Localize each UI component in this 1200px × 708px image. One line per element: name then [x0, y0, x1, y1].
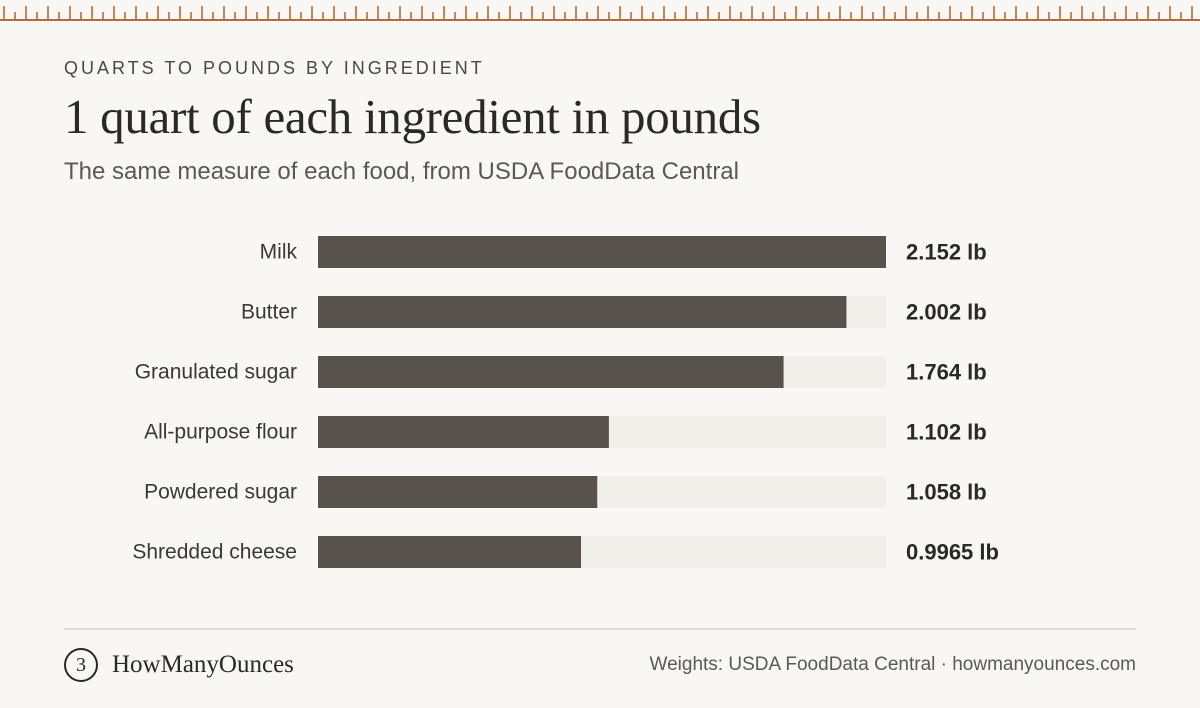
chart-subtitle: The same measure of each food, from USDA…: [64, 158, 739, 185]
bar: [318, 536, 582, 568]
bar: [318, 236, 886, 268]
bar: [318, 296, 847, 328]
footer-divider: [64, 628, 1136, 630]
bar: [318, 356, 784, 388]
ruler-border: [0, 6, 1200, 21]
logo-icon: 3: [64, 648, 98, 682]
chart-eyebrow: QUARTS TO POUNDS BY INGREDIENT: [64, 58, 485, 78]
bar: [318, 416, 609, 448]
category-label: Milk: [260, 241, 298, 264]
value-label: 1.058 lb: [906, 480, 987, 505]
category-label: Shredded cheese: [132, 541, 297, 564]
value-label: 2.152 lb: [906, 240, 987, 265]
value-label: 1.764 lb: [906, 360, 987, 385]
bar: [318, 476, 598, 508]
category-label: Butter: [241, 301, 297, 324]
category-label: Granulated sugar: [135, 361, 297, 384]
category-label: All-purpose flour: [144, 421, 297, 444]
value-label: 1.102 lb: [906, 420, 987, 445]
source-credit: Weights: USDA FoodData Central · howmany…: [649, 654, 1136, 675]
logo-text: HowManyOunces: [112, 651, 294, 678]
value-label: 2.002 lb: [906, 300, 987, 325]
chart-title: 1 quart of each ingredient in pounds: [64, 89, 761, 144]
value-label: 0.9965 lb: [906, 540, 999, 565]
category-label: Powdered sugar: [144, 481, 297, 504]
